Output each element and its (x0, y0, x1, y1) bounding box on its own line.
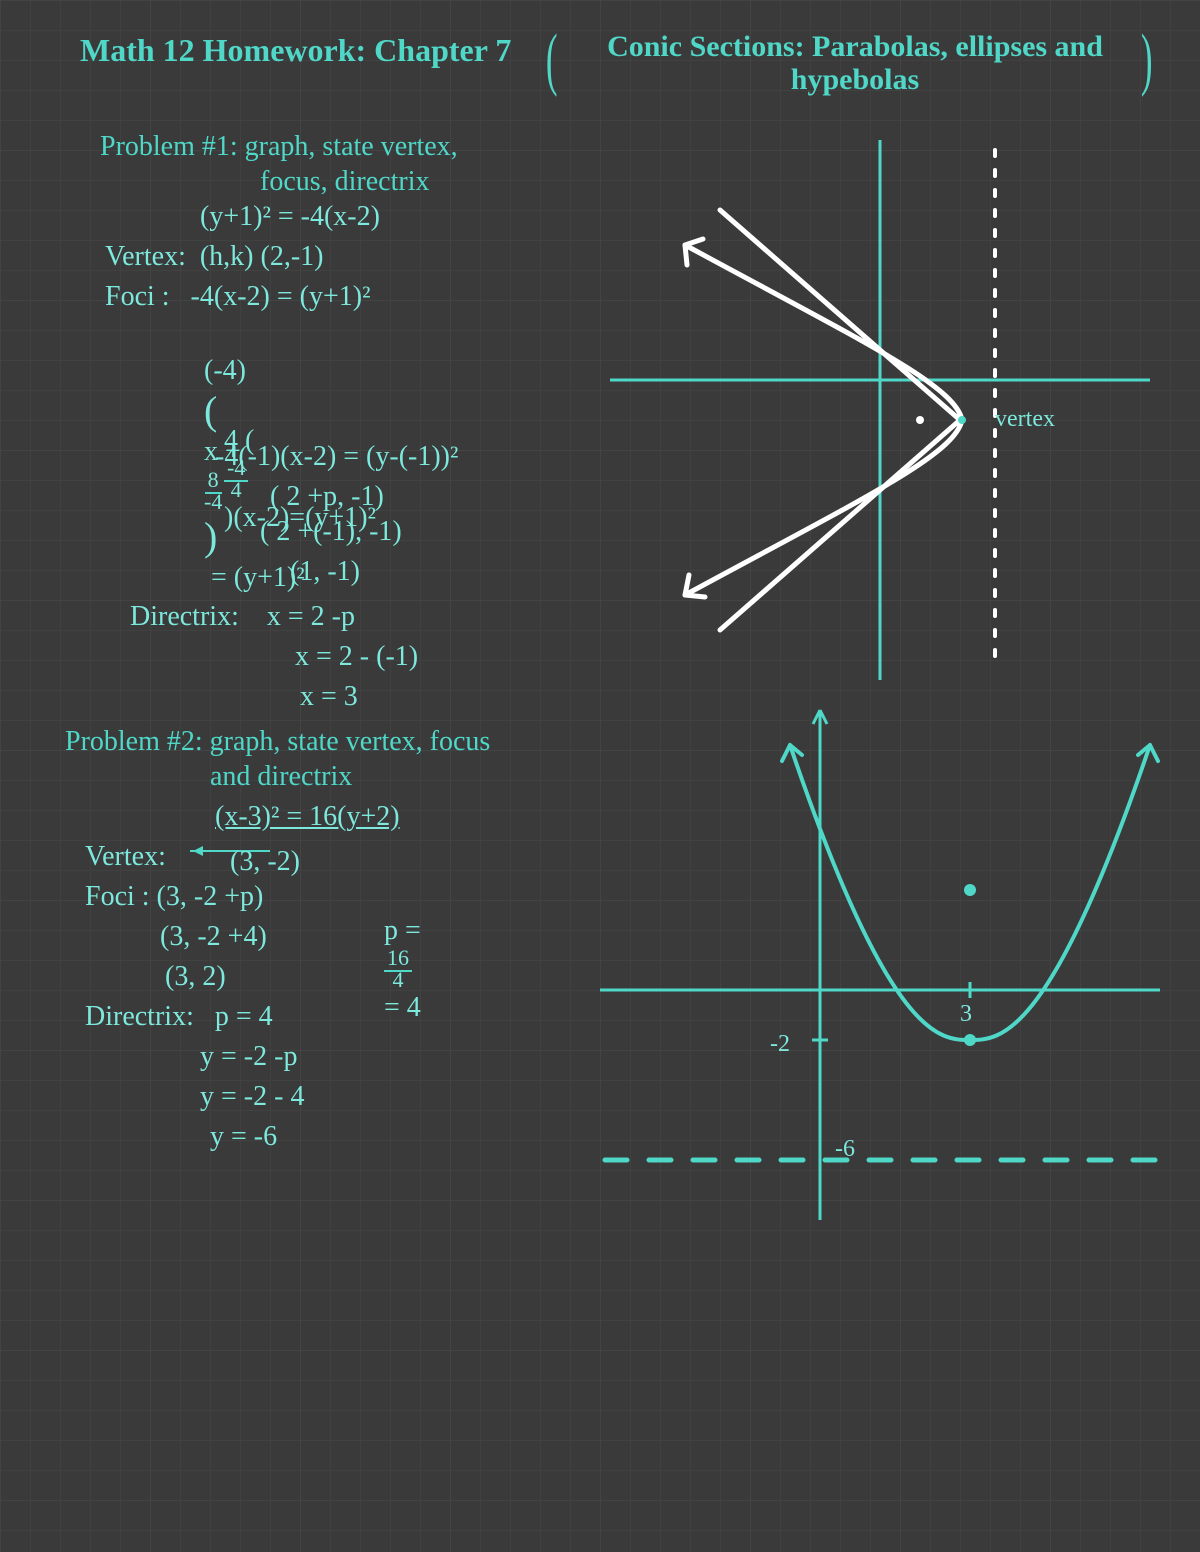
p1-dx2: x = 2 - (-1) (295, 640, 418, 674)
title-sub-line1: Conic Sections: Parabolas, ellipses and (607, 30, 1103, 63)
p1-work5: ( 2 +(-1), -1) (260, 515, 402, 549)
p1-directrix-label: Directrix: x = 2 -p (130, 600, 355, 634)
graph1 (600, 130, 1160, 690)
p1-header2: focus, directrix (260, 165, 430, 199)
p2-foci3: (3, 2) (165, 960, 226, 994)
p2-dx2: y = -2 - 4 (200, 1080, 304, 1114)
p2-dx3: y = -6 (210, 1120, 277, 1154)
p1-work4: ( 2 +p, -1) (270, 480, 384, 514)
p1-work6: (1, -1) (290, 555, 360, 589)
p2-foci-label: Foci : (3, -2 +p) (85, 880, 263, 914)
paren-right: ) (1141, 20, 1153, 100)
p2-p-calc: p = 164 = 4 (370, 880, 421, 1025)
p2-header1: Problem #2: graph, state vertex, focus (65, 725, 490, 759)
p2-foci2: (3, -2 +4) (160, 920, 267, 954)
p1-work3: -4(-1)(x-2) = (y-(-1))² (215, 440, 458, 474)
p1-equation: (y+1)² = -4(x-2) (200, 200, 380, 234)
p2-vertex-val: (3, -2) (230, 845, 300, 879)
p2-dx1: y = -2 -p (200, 1040, 297, 1074)
title-sub-line2: hypebolas (791, 63, 919, 96)
p2-header2: and directrix (210, 760, 352, 794)
graph2 (590, 700, 1170, 1260)
p1-header1: Problem #1: graph, state vertex, (100, 130, 458, 164)
graph2-ytick1: -2 (770, 1030, 790, 1059)
graph2-ytick2: -6 (835, 1135, 855, 1164)
page-title-sub: Conic Sections: Parabolas, ellipses and … (555, 30, 1155, 96)
p1-dx3: x = 3 (300, 680, 358, 714)
graph1-vertex-label: vertex (995, 405, 1055, 434)
p2-equation: (x-3)² = 16(y+2) (215, 800, 400, 834)
p1-vertex: Vertex: (h,k) (2,-1) (105, 240, 323, 274)
p2-vertex-label: Vertex: (85, 840, 166, 874)
p2-directrix: Directrix: p = 4 (85, 1000, 273, 1034)
page-title-main: Math 12 Homework: Chapter 7 (80, 32, 511, 69)
p1-foci-label: Foci : -4(x-2) = (y+1)² (105, 280, 370, 314)
graph2-xtick: 3 (960, 1000, 972, 1029)
